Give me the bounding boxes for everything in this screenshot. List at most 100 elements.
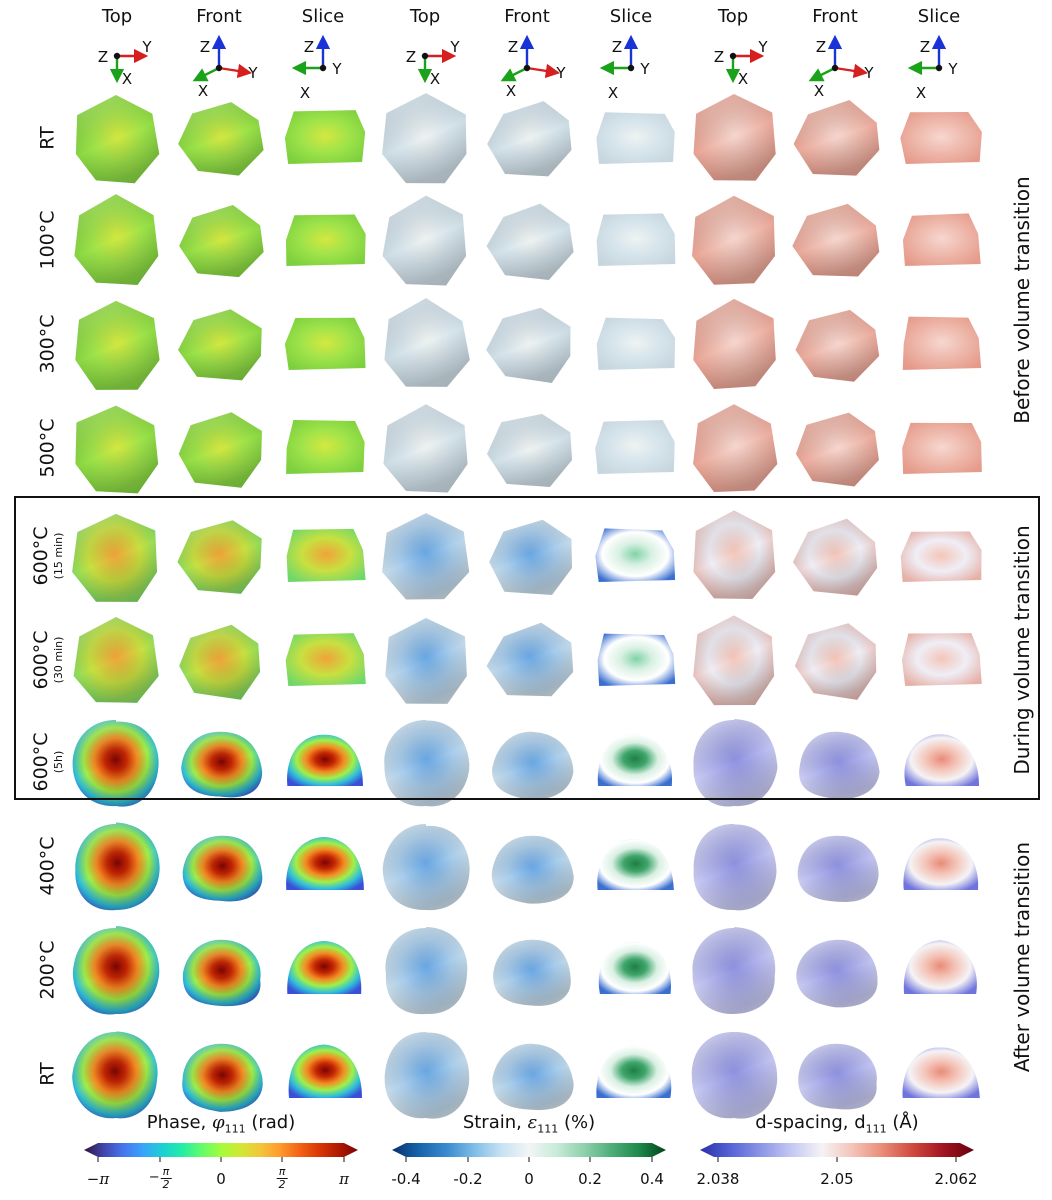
row-temperature: RT <box>36 1062 59 1086</box>
strain-tick-2: 0 <box>524 1170 534 1188</box>
reconstruction-strain-slice-row-5 <box>584 506 684 606</box>
reconstruction-phase-front-row-3 <box>170 294 270 394</box>
reconstruction-strain-top-row-5 <box>376 506 476 606</box>
reconstruction-dsp-top-row-1 <box>684 88 784 188</box>
particle-body <box>287 734 363 786</box>
strain-title-prefix: Strain, <box>462 1112 528 1133</box>
reconstruction-phase-top-row-5 <box>66 506 166 606</box>
axis-label-z: Z <box>200 38 210 56</box>
reconstruction-dsp-front-row-9 <box>786 920 886 1020</box>
axis-label-y: Y <box>247 64 258 82</box>
axis-label-z: Z <box>612 38 622 56</box>
reconstruction-strain-top-row-4 <box>376 398 476 498</box>
axis-label-x: X <box>506 82 516 100</box>
reconstruction-phase-front-row-8 <box>170 816 270 916</box>
dspacing-title-prefix: d-spacing, d <box>755 1112 866 1133</box>
phase-symbol: φ <box>211 1112 225 1133</box>
reconstruction-phase-slice-row-3 <box>274 294 374 394</box>
reconstruction-strain-front-row-3 <box>480 294 580 394</box>
reconstruction-dsp-top-row-7 <box>684 712 784 812</box>
particle-body <box>596 317 676 370</box>
reconstruction-dsp-slice-row-8 <box>890 816 990 916</box>
reconstruction-strain-top-row-2 <box>376 190 476 290</box>
axis-label-y: Y <box>863 64 874 82</box>
dspacing-colorbar-gradient <box>700 1143 974 1162</box>
reconstruction-phase-front-row-9 <box>170 920 270 1020</box>
axis-label-z: Z <box>508 38 518 56</box>
particle-body <box>902 422 982 474</box>
strain-tick-1: -0.2 <box>453 1170 483 1188</box>
col-header-front-phase: Front <box>196 6 242 27</box>
particle-body <box>286 528 366 582</box>
reconstruction-phase-slice-row-8 <box>274 816 374 916</box>
reconstruction-phase-front-row-1 <box>170 88 270 188</box>
particle-body <box>285 214 366 266</box>
axis-label-z: Z <box>714 48 724 66</box>
reconstruction-phase-slice-row-5 <box>274 506 374 606</box>
strain-symbol: ε <box>527 1112 538 1133</box>
row-temperature: 500°C <box>36 418 59 478</box>
particle-body <box>902 213 981 266</box>
axis-label-z: Z <box>920 38 930 56</box>
reconstruction-dsp-slice-row-10 <box>890 1024 990 1124</box>
phase-colorbar-title: Phase, φ111 (rad) <box>84 1112 358 1136</box>
particle-body <box>597 633 676 686</box>
reconstruction-phase-slice-row-10 <box>274 1024 374 1124</box>
col-header-slice-strain: Slice <box>609 6 653 27</box>
particle-body <box>903 940 977 994</box>
reconstruction-strain-slice-row-4 <box>584 398 684 498</box>
reconstruction-dsp-top-row-9 <box>684 920 784 1020</box>
strain-tick-3: 0.2 <box>578 1170 602 1188</box>
axis-label-x: X <box>608 84 618 102</box>
dspacing-tick-2: 2.062 <box>934 1170 978 1188</box>
reconstruction-phase-front-row-4 <box>170 398 270 498</box>
reconstruction-dsp-slice-row-1 <box>890 88 990 188</box>
reconstruction-phase-top-row-6 <box>66 610 166 710</box>
particle-body <box>900 531 982 582</box>
reconstruction-strain-front-row-1 <box>480 88 580 188</box>
phase-title-prefix: Phase, <box>146 1112 212 1133</box>
reconstruction-dsp-top-row-10 <box>684 1024 784 1124</box>
reconstruction-dsp-front-row-1 <box>786 88 886 188</box>
reconstruction-dsp-top-row-8 <box>684 816 784 916</box>
axis-label-x: X <box>198 82 208 100</box>
dspacing-tick-1: 2.05 <box>820 1170 854 1188</box>
phase-subscript: 111 <box>224 1122 246 1136</box>
strain-tick-0: -0.4 <box>391 1170 421 1188</box>
reconstruction-strain-front-row-4 <box>480 398 580 498</box>
particle-body <box>596 213 676 266</box>
reconstruction-phase-top-row-10 <box>66 1024 166 1124</box>
reconstruction-strain-front-row-7 <box>480 712 580 812</box>
reconstruction-dsp-slice-row-3 <box>890 294 990 394</box>
reconstruction-dsp-top-row-4 <box>684 398 784 498</box>
section-during: During volume transition <box>1002 500 1042 800</box>
reconstruction-strain-top-row-10 <box>376 1024 476 1124</box>
strain-tick-4: 0.4 <box>640 1170 664 1188</box>
reconstruction-dsp-top-row-2 <box>684 190 784 290</box>
reconstruction-strain-front-row-2 <box>480 190 580 290</box>
col-header-front-strain: Front <box>504 6 550 27</box>
axis-label-x: X <box>738 70 748 88</box>
section-before: Before volume transition <box>1002 110 1042 490</box>
reconstruction-strain-top-row-9 <box>376 920 476 1020</box>
reconstruction-strain-top-row-1 <box>376 88 476 188</box>
phase-tick-minus-pi: −π <box>86 1170 110 1188</box>
col-header-top-phase: Top <box>101 6 133 27</box>
reconstruction-dsp-front-row-7 <box>786 712 886 812</box>
reconstruction-dsp-slice-row-7 <box>890 712 990 812</box>
reconstruction-phase-top-row-2 <box>66 190 166 290</box>
axis-label-z: Z <box>98 48 108 66</box>
reconstruction-strain-front-row-10 <box>480 1024 580 1124</box>
reconstruction-dsp-front-row-5 <box>786 506 886 606</box>
reconstruction-dsp-front-row-4 <box>786 398 886 498</box>
dspacing-tick-0: 2.038 <box>696 1170 740 1188</box>
strain-colorbar-gradient <box>392 1143 666 1162</box>
row-temperature: 200°C <box>36 940 59 1000</box>
axis-label-y: Y <box>555 64 566 82</box>
reconstruction-dsp-front-row-3 <box>786 294 886 394</box>
axis-label-z: Z <box>816 38 826 56</box>
dspacing-unit: (Å) <box>886 1112 919 1133</box>
